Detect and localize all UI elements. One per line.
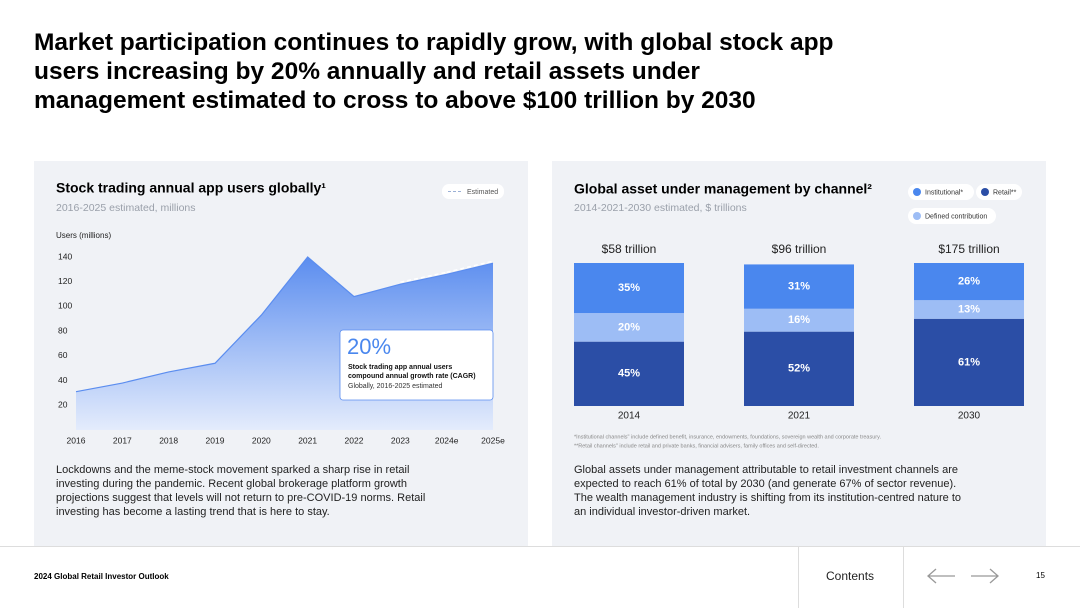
legend-label: Institutional* [925,189,963,196]
annotation-box [339,329,494,401]
x-tick-label: 2030 [958,411,981,422]
y-tick-label: 140 [58,251,72,261]
annotation-text: Stock trading app annual users compound a… [348,364,476,380]
x-tick-label: 2023 [391,435,410,445]
y-tick-label: 20 [58,400,68,410]
legend-box [976,184,1022,200]
x-tick-label: 2021 [788,411,811,422]
legend-label: Defined contribution [925,213,987,220]
total-label: $175 trillion [938,242,999,256]
annotation-value: 20% [347,334,391,359]
line [75,256,494,393]
right-description: Global assets under management attributa… [574,464,962,518]
contents-link[interactable]: Contents [826,569,875,583]
annotation-line: Stock trading app annual users [348,364,452,371]
legend-label: Retail** [993,189,1017,196]
chart-subtitle: 2016-2025 estimated, millions [56,202,196,214]
annotation-note: Globally, 2016-2025 estimated [348,383,443,390]
value-label: 16% [788,314,810,326]
estimated-segment [446,260,494,274]
total-label: $58 trillion [602,242,657,256]
bar-segment [744,264,854,309]
bar-segment [744,331,854,406]
legend-box [908,184,974,200]
x-tick-label: 2020 [252,435,271,445]
x-tick-label: 2016 [67,435,86,445]
bar-segment [574,263,684,314]
page-number: 15 [1036,571,1045,580]
y-tick-label: 80 [58,325,68,335]
legend-swatch [913,188,921,196]
footer-rule [0,546,1080,547]
x-tick-label: 2022 [345,435,364,445]
x-tick-label: 2024e [435,435,459,445]
footer-publication: 2024 Global Retail Investor Outlook [34,572,169,581]
value-label: 52% [788,363,810,375]
bar-segment [914,318,1024,406]
legend-swatch [913,212,921,220]
headline: Market participation continues to rapidl… [34,29,834,114]
value-label: 61% [958,356,980,368]
value-label: 31% [788,281,810,293]
value-label: 20% [618,321,640,333]
y-tick-label: 60 [58,350,68,360]
bar-segment [914,263,1024,301]
nav-next[interactable] [971,568,999,584]
x-tick-label: 2014 [618,411,641,422]
footnote: *Institutional channels" include defined… [574,434,881,440]
bar-segment [914,300,1024,319]
legend-swatch [981,188,989,196]
x-tick-label: 2021 [298,435,317,445]
footnote: **Retail channels" include retail and pr… [574,443,819,449]
legend-box [442,184,504,199]
bar-segment [574,341,684,406]
legend-box [908,208,996,224]
x-tick-label: 2025e [481,435,505,445]
value-label: 13% [958,303,980,315]
legend-label: Estimated [467,189,498,196]
y-axis-label: Users (millions) [56,231,111,240]
value-label: 35% [618,282,640,294]
x-tick-label: 2019 [206,435,225,445]
chart-title: Stock trading annual app users globally¹ [56,180,326,196]
x-tick-label: 2017 [113,435,132,445]
bar-segment [744,308,854,332]
footer-divider [798,546,799,608]
nav-prev[interactable] [927,568,955,584]
y-tick-label: 100 [58,301,72,311]
total-label: $96 trillion [772,242,827,256]
value-label: 26% [958,275,980,287]
estimated-segment [400,271,447,283]
y-tick-label: 40 [58,375,68,385]
chart-title: Global asset under management by channel… [574,181,872,197]
value-label: 45% [618,368,640,380]
footer-divider [903,546,904,608]
bar-segment [574,313,684,342]
x-tick-label: 2018 [159,435,178,445]
y-tick-label: 120 [58,276,72,286]
left-description: Lockdowns and the meme-stock movement sp… [56,464,426,518]
chart-subtitle: 2014-2021-2030 estimated, $ trillions [574,202,747,214]
annotation-line: compound annual growth rate (CAGR) [348,373,476,380]
